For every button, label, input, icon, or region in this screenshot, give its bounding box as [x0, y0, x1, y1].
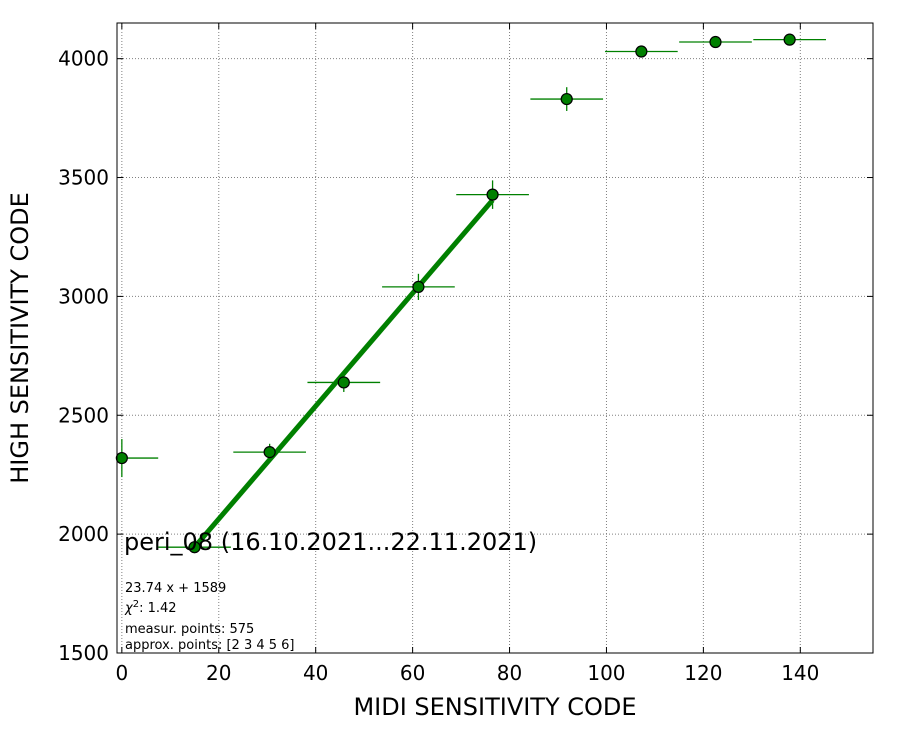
x-tick-label: 0: [115, 661, 128, 685]
y-tick-label: 2500: [58, 403, 109, 427]
annotation-chi2: χ2: 1.42: [124, 599, 177, 617]
point-marker: [263, 446, 276, 459]
x-tick-label: 140: [781, 661, 819, 685]
annotation-measur-points: measur. points: 575: [125, 622, 254, 637]
chi2-value: : 1.42: [139, 601, 176, 616]
data-point: [158, 541, 231, 554]
y-tick-label: 1500: [58, 641, 109, 665]
point-marker: [635, 45, 648, 58]
data-point: [530, 87, 604, 111]
annotation-approx-points: approx. points: [2 3 4 5 6]: [125, 638, 295, 653]
x-tick-label: 120: [684, 661, 722, 685]
x-tick-label: 100: [587, 661, 625, 685]
x-tick-label: 60: [400, 661, 425, 685]
data-point: [382, 273, 455, 300]
plot-frame: [116, 22, 874, 654]
chi2-power: 2: [133, 599, 139, 610]
y-tick-label: 4000: [58, 47, 109, 71]
annotation-equation: 23.74 x + 1589: [125, 581, 226, 596]
x-tick-label: 20: [206, 661, 231, 685]
data-point: [307, 372, 381, 392]
point-marker: [486, 188, 499, 201]
data-point: [233, 443, 306, 461]
point-marker: [115, 451, 128, 465]
x-axis-label: MIDI SENSITIVITY CODE: [353, 693, 636, 721]
data-point: [605, 45, 678, 58]
y-tick-label: 3000: [58, 284, 109, 308]
data-points-layer: [115, 33, 826, 554]
chi2-symbol: χ: [124, 601, 134, 616]
point-marker: [337, 376, 350, 389]
y-tick-label: 3500: [58, 166, 109, 190]
x-tick-label: 80: [497, 661, 522, 685]
point-marker: [560, 92, 573, 106]
axis-ticks: 0 20 40 60 80 100 120 140 1500 2000 2500 3000 3500 40…: [58, 23, 873, 685]
point-marker: [709, 35, 722, 49]
y-tick-label: 2000: [58, 522, 109, 546]
y-axis-label: HIGH SENSITIVITY CODE: [6, 192, 34, 484]
point-marker: [783, 33, 796, 46]
annotation-title: peri_08 (16.10.2021...22.11.2021): [124, 528, 537, 556]
data-point: [753, 33, 826, 46]
data-point: [456, 180, 529, 209]
grid-lines: [117, 23, 873, 654]
x-tick-label: 40: [303, 661, 328, 685]
data-point: [115, 439, 159, 478]
annotation-block: peri_08 (16.10.2021...22.11.2021) 23.74 …: [124, 528, 537, 653]
data-point: [679, 35, 752, 49]
point-marker: [412, 280, 425, 293]
point-marker: [188, 541, 201, 554]
